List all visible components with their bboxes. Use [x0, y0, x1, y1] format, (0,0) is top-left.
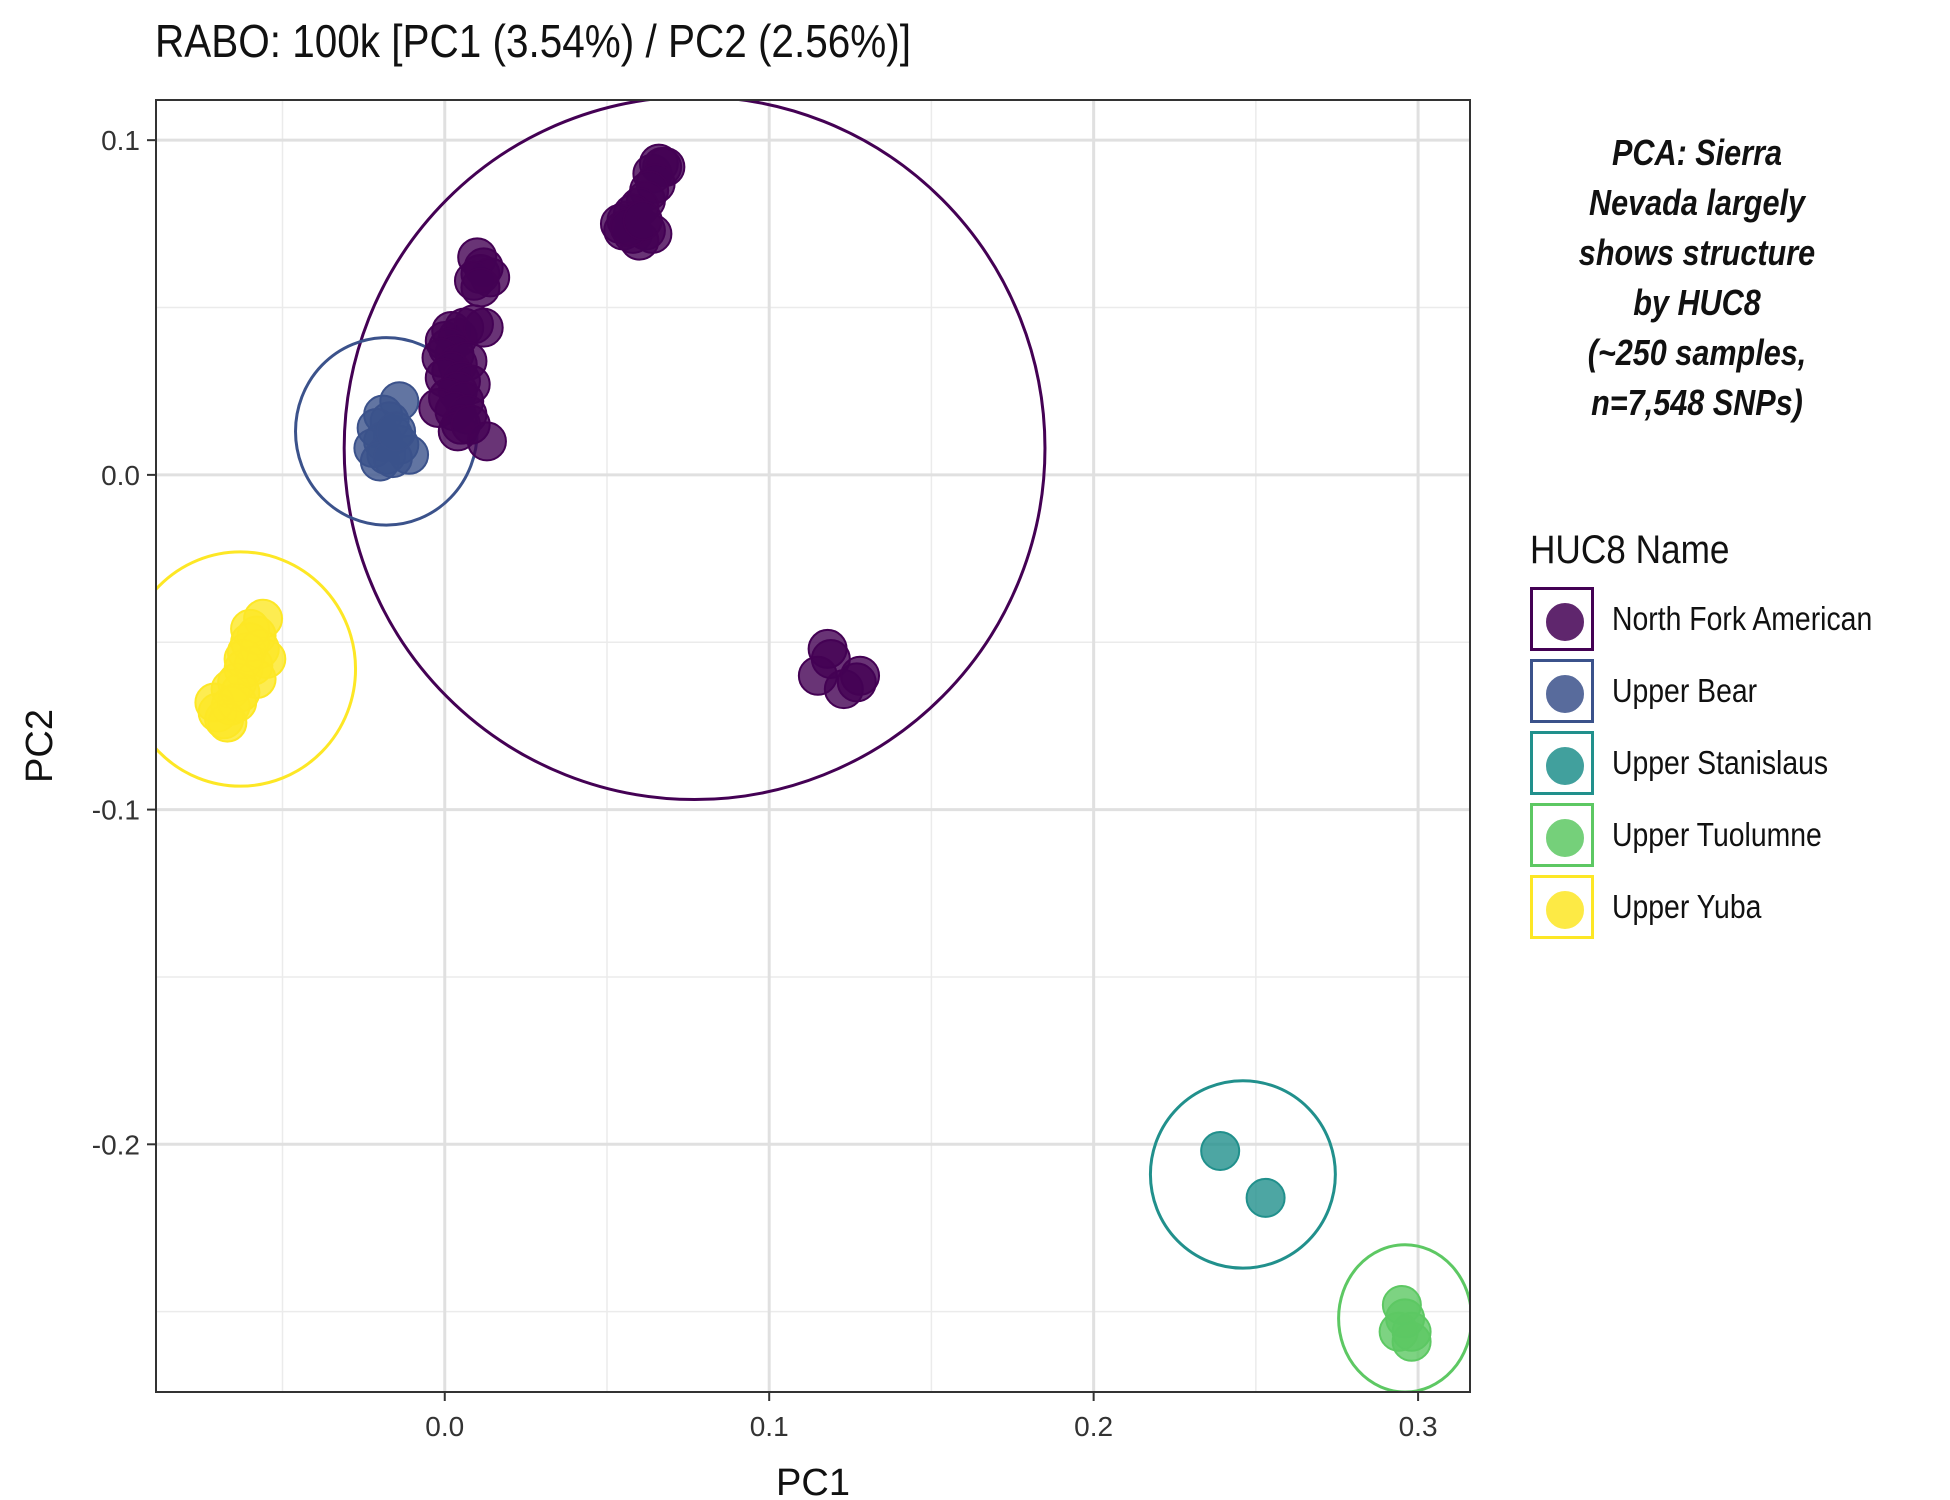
annotation-line: Nevada largely	[1588, 182, 1806, 223]
legend-item: Upper Tuolumne	[1530, 803, 1822, 875]
x-tick-label: 0.2	[1074, 1411, 1113, 1442]
data-point	[217, 682, 258, 723]
y-axis-title: PC2	[19, 709, 61, 783]
grid	[156, 100, 1470, 1392]
legend-dot-icon	[1546, 891, 1584, 929]
data-point	[622, 200, 663, 241]
data-point	[463, 307, 504, 348]
legend-title: HUC8 Name	[1530, 528, 1730, 572]
plot-panel	[156, 100, 1470, 1392]
y-tick-label: -0.1	[92, 795, 140, 826]
legend-dot-icon	[1546, 603, 1584, 641]
plot-frame	[155, 99, 1471, 1393]
x-tick-label: 0.0	[425, 1411, 464, 1442]
data-point	[376, 411, 417, 452]
annotation-line: (~250 samples,	[1587, 332, 1807, 373]
legend-dot-icon	[1546, 675, 1584, 713]
annotation-note: PCA: Sierra Nevada largely shows structure…	[1512, 128, 1882, 428]
x-tick-label: 0.3	[1399, 1411, 1438, 1442]
chart-title: RABO: 100k [PC1 (3.54%) / PC2 (2.56%)]	[155, 15, 911, 67]
x-tick-label: 0.1	[750, 1411, 789, 1442]
annotation-line: PCA: Sierra	[1611, 132, 1783, 173]
annotation-line: by HUC8	[1633, 282, 1761, 323]
legend-item: Upper Bear	[1530, 659, 1757, 731]
annotation-line: shows structure	[1578, 232, 1816, 273]
annotation-line: n=7,548 SNPs)	[1591, 382, 1803, 423]
y-tick-label: -0.2	[92, 1129, 140, 1160]
data-point	[1245, 1177, 1286, 1218]
data-point	[1200, 1131, 1241, 1172]
panel-border	[155, 99, 1471, 1393]
legend-item: Upper Yuba	[1530, 875, 1761, 947]
data-point	[840, 655, 881, 696]
data-point	[466, 421, 507, 462]
legend-key	[1530, 731, 1594, 795]
legend-key	[1530, 803, 1594, 867]
legend-label: Upper Tuolumne	[1612, 816, 1822, 853]
data-point	[223, 638, 264, 679]
legend-key	[1530, 587, 1594, 651]
data-point	[1378, 1311, 1419, 1352]
cluster-ellipse	[1148, 1079, 1337, 1270]
x-axis-title: PC1	[776, 1462, 850, 1500]
y-tick-label: 0.1	[101, 125, 140, 156]
legend-item: North Fork American	[1530, 587, 1872, 659]
cluster-ellipse	[342, 100, 1047, 801]
y-tick-label: 0.0	[101, 460, 140, 491]
legend-dot-icon	[1546, 747, 1584, 785]
legend: HUC8 Name North Fork American Upper Bear U…	[1530, 528, 1872, 947]
data-point	[460, 267, 501, 308]
legend-dot-icon	[1546, 819, 1584, 857]
legend-item: Upper Stanislaus	[1530, 731, 1828, 803]
axis-ticks: 0.0 0.1 0.2 0.3 0.1 0.0 -0.1 -0.2	[92, 125, 1438, 1442]
legend-label: Upper Stanislaus	[1612, 744, 1829, 781]
legend-key	[1530, 659, 1594, 723]
legend-key	[1530, 875, 1594, 939]
legend-label: Upper Yuba	[1612, 888, 1762, 925]
cluster-ellipse	[156, 550, 357, 788]
legend-label: Upper Bear	[1612, 672, 1758, 709]
legend-label: North Fork American	[1612, 600, 1873, 637]
legend-items: North Fork American Upper Bear Upper Stani…	[1530, 587, 1872, 947]
data-points	[194, 143, 1432, 1362]
